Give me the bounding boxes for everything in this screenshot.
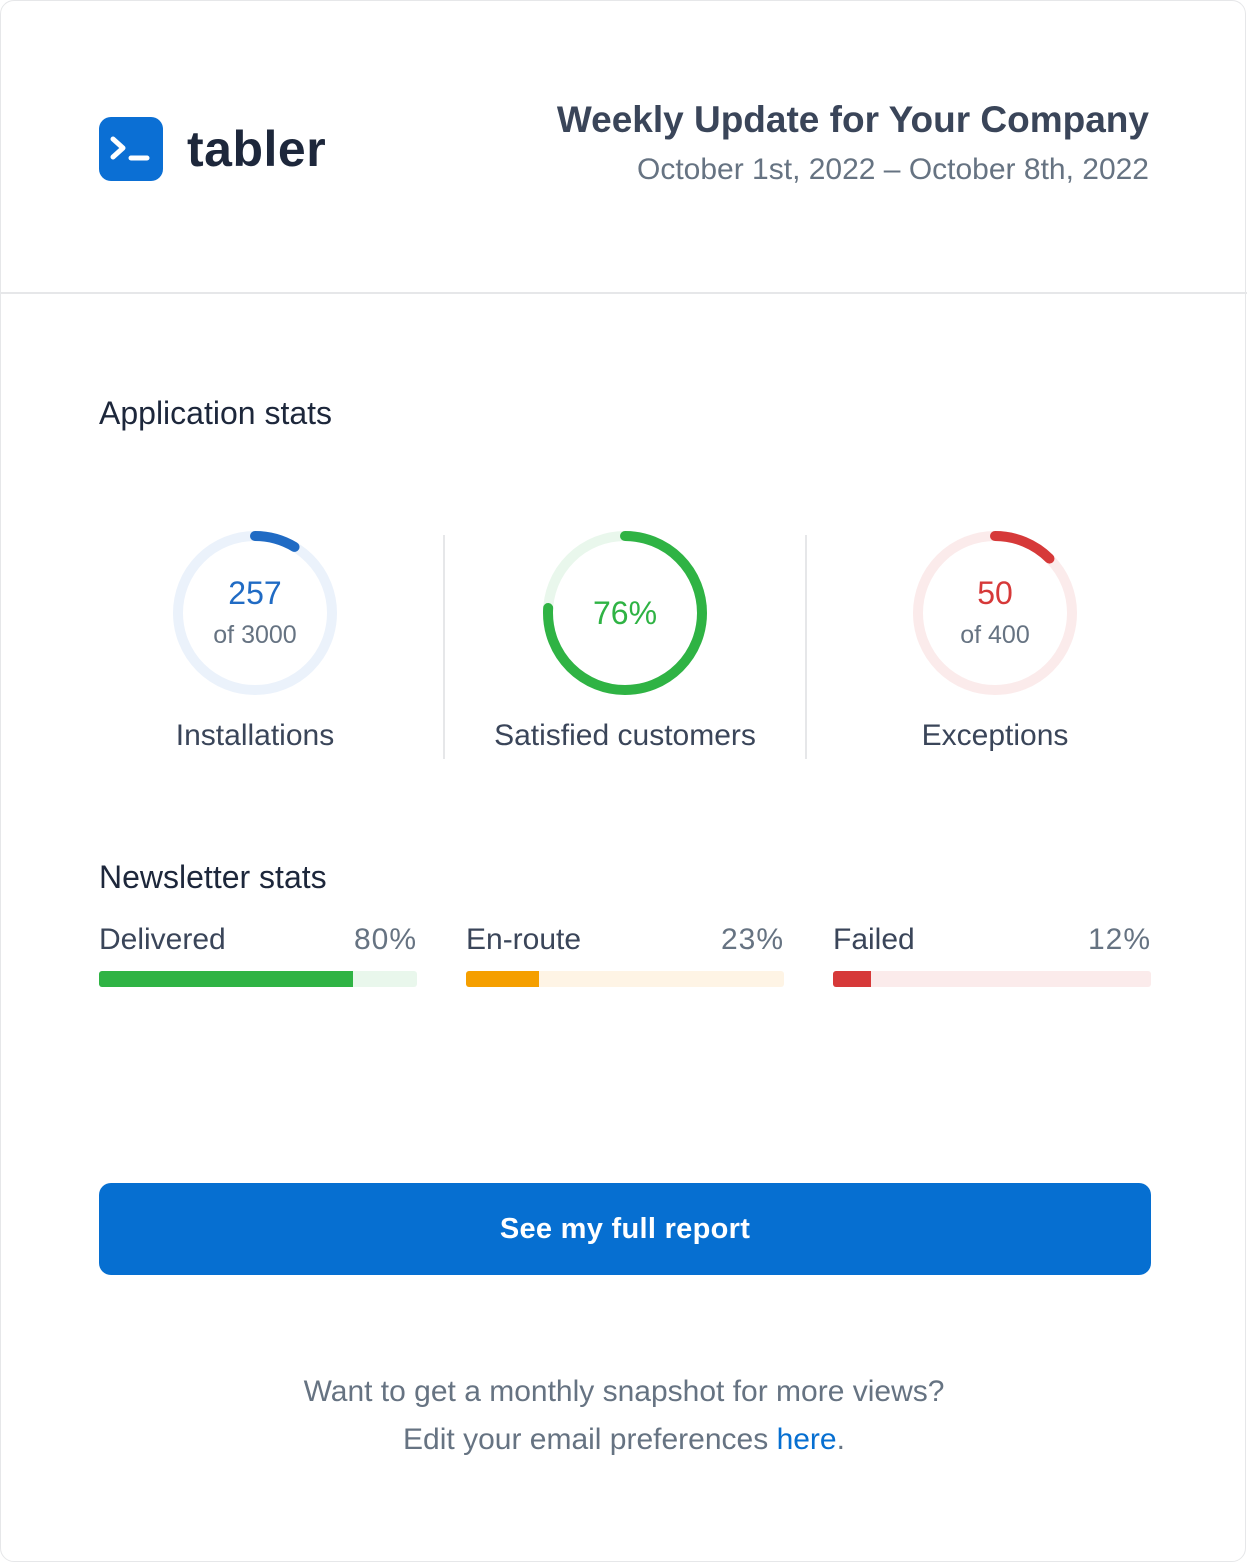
bar-percent: 12% bbox=[1087, 923, 1151, 956]
brand-name: tabler bbox=[187, 121, 327, 177]
progress-bar-fill bbox=[99, 971, 354, 987]
newsletter-delivered: Delivered 80% bbox=[99, 923, 417, 987]
progress-bar bbox=[99, 971, 417, 987]
progress-ring-arc bbox=[913, 531, 1077, 695]
stat-subtext: of 400 bbox=[960, 621, 1030, 649]
stat-subtext: of 3000 bbox=[213, 621, 297, 649]
app-stats-title: Application stats bbox=[99, 395, 333, 431]
bar-label: En-route bbox=[466, 923, 582, 956]
stat-label: Installations bbox=[175, 719, 335, 752]
date-range: October 1st, 2022 – October 8th, 2022 bbox=[637, 153, 1149, 186]
progress-ring: 76% bbox=[543, 531, 707, 695]
progress-ring-graphic bbox=[173, 531, 337, 695]
progress-ring-arc bbox=[543, 531, 707, 695]
progress-ring-graphic bbox=[913, 531, 1077, 695]
newsletter-en-route: En-route 23% bbox=[466, 923, 784, 987]
full-report-button[interactable]: See my full report bbox=[99, 1183, 1151, 1275]
progress-ring: 257 of 3000 bbox=[173, 531, 337, 695]
newsletter-stats-title: Newsletter stats bbox=[99, 859, 327, 895]
progress-ring-track bbox=[173, 531, 337, 695]
stat-exceptions: 50 of 400 Exceptions bbox=[825, 531, 1165, 753]
progress-bar bbox=[833, 971, 1151, 987]
progress-ring-arc bbox=[173, 531, 337, 695]
stat-satisfied-customers: 76% Satisfied customers bbox=[455, 531, 795, 753]
stat-label: Satisfied customers bbox=[494, 719, 756, 752]
bar-percent: 80% bbox=[353, 923, 417, 956]
progress-ring: 50 of 400 bbox=[913, 531, 1077, 695]
progress-bar-fill bbox=[833, 971, 872, 987]
terminal-icon bbox=[99, 117, 163, 181]
progress-bar-fill bbox=[466, 971, 540, 987]
brand-logo[interactable]: tabler bbox=[99, 117, 326, 181]
footer-line-1: Want to get a monthly snapshot for more … bbox=[303, 1375, 945, 1408]
progress-bar bbox=[466, 971, 784, 987]
footer-period: . bbox=[836, 1423, 845, 1456]
email-title: Weekly Update for Your Company bbox=[556, 99, 1149, 140]
divider bbox=[805, 535, 807, 759]
progress-ring-graphic bbox=[543, 531, 707, 695]
footer-text: Edit your email preferences bbox=[403, 1423, 777, 1456]
bar-label: Failed bbox=[833, 923, 915, 956]
footer-line-2: Edit your email preferences here. bbox=[1, 1423, 1247, 1457]
newsletter-failed: Failed 12% bbox=[833, 923, 1151, 987]
divider bbox=[443, 535, 445, 759]
bar-label: Delivered bbox=[99, 923, 226, 956]
stat-value: 50 bbox=[977, 575, 1013, 611]
email-preferences-link[interactable]: here bbox=[776, 1423, 837, 1456]
bar-percent: 23% bbox=[720, 923, 784, 956]
stat-installations: 257 of 3000 Installations bbox=[85, 531, 425, 753]
stat-value: 76% bbox=[592, 595, 658, 631]
stat-value: 257 bbox=[228, 575, 282, 611]
email-header: tabler Weekly Update for Your Company Oc… bbox=[1, 1, 1247, 294]
stat-label: Exceptions bbox=[921, 719, 1069, 752]
